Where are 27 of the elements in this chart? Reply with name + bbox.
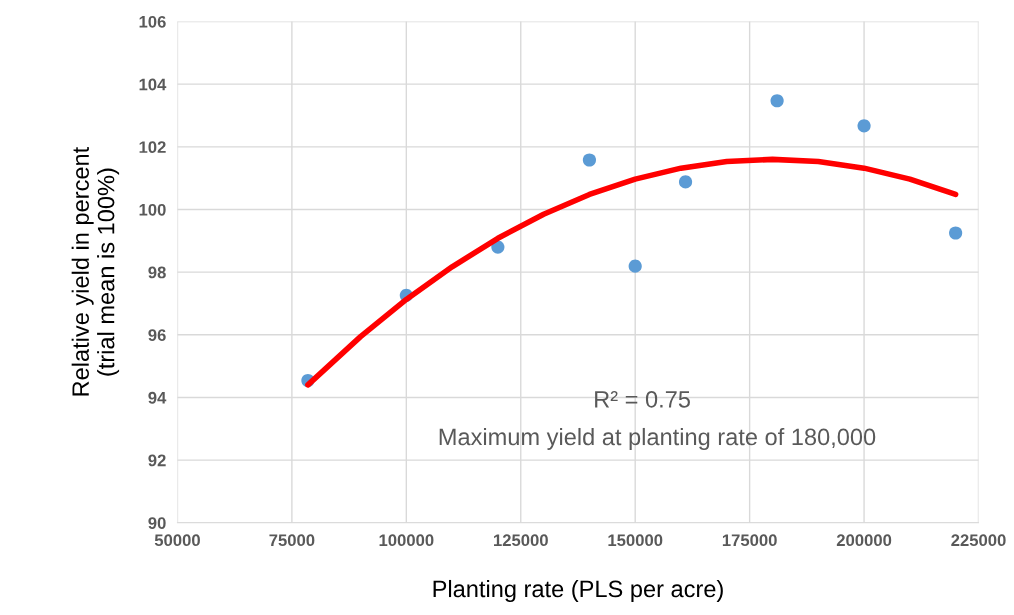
x-tick-label: 50000 [154,534,200,547]
y-tick-label: 92 [148,454,166,467]
x-tick-label: 100000 [379,534,434,547]
x-tick-label: 225000 [951,534,1006,547]
point [770,94,784,108]
y-axis-title: Relative yield in percent (trial mean is 100%) [71,146,120,396]
point [949,226,963,240]
y-tick-label: 106 [139,15,166,28]
x-tick-label: 175000 [722,534,777,547]
y-tick-label: 104 [139,78,167,91]
point [678,175,693,189]
y-tick-label: 98 [148,266,166,279]
y-tick-label: 94 [148,391,167,404]
annotation: Maximum yield at planting rate of 180,000 [439,427,876,450]
y-tick-label: 100 [139,203,166,216]
x-tick-label: 125000 [494,534,548,547]
x-tick-label: 150000 [608,534,663,547]
annotation: R² = 0.75 [595,390,690,408]
point [628,259,642,273]
y-tick-label: 102 [139,141,166,154]
y-tick-label: 96 [148,329,166,341]
point [857,119,871,133]
x-tick-label: 75000 [269,534,315,547]
x-tick-label: 200000 [836,534,892,547]
x-axis-title: Planting rate (PLS per acre) [433,579,723,602]
y-tick-label: 90 [148,517,166,529]
point [582,153,597,167]
